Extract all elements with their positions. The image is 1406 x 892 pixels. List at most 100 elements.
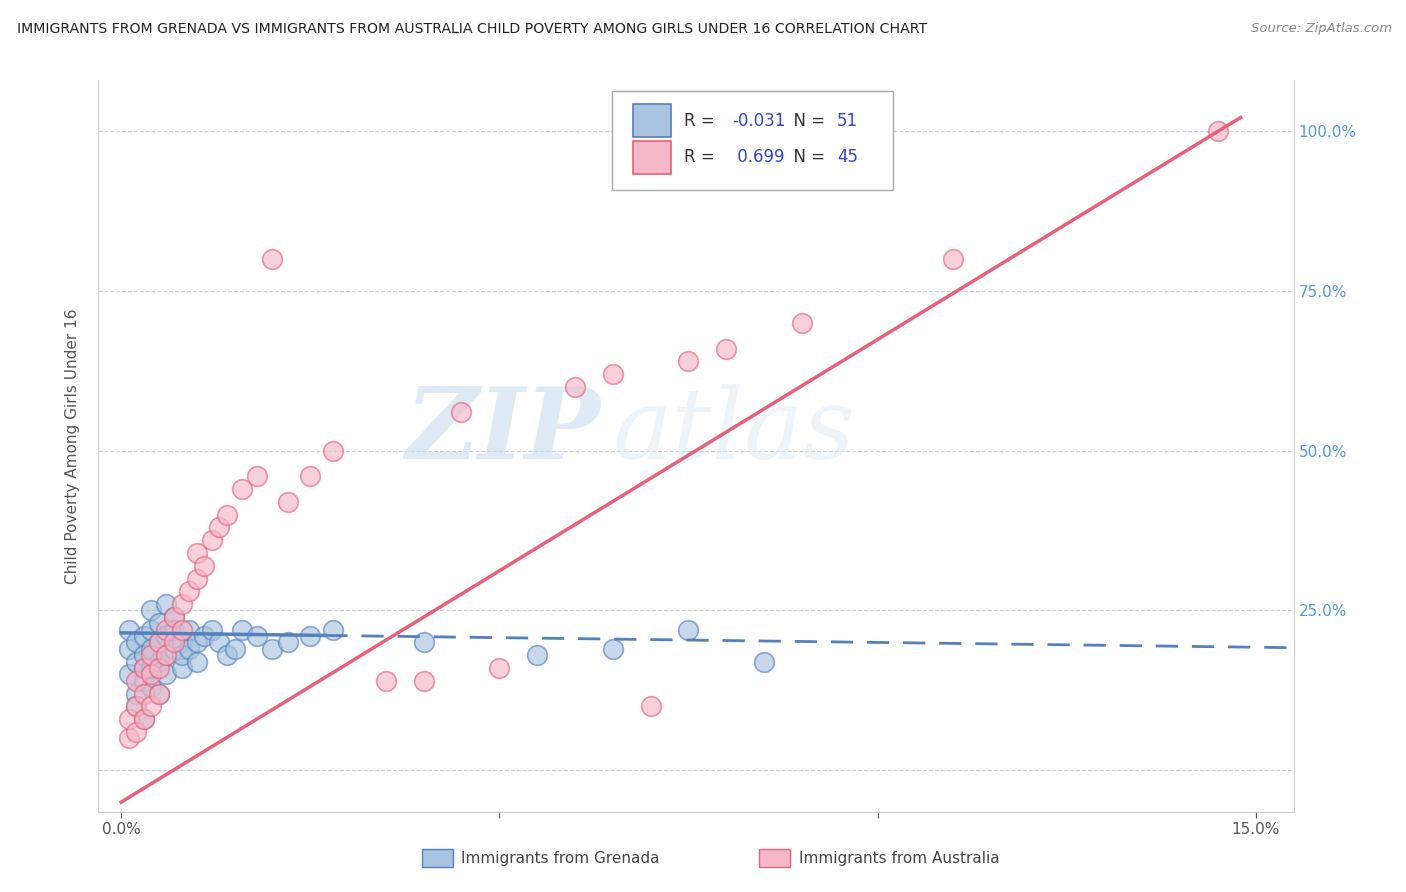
Point (148, 687, 170, 701)
Point (132, 712, 155, 726)
Text: 0.699: 0.699 (733, 148, 785, 166)
Point (155, 597, 177, 611)
FancyBboxPatch shape (633, 141, 671, 174)
Point (678, 354, 700, 368)
Point (132, 661, 155, 675)
Text: Immigrants from Australia: Immigrants from Australia (799, 851, 1000, 865)
Point (246, 469, 269, 483)
Point (132, 712, 155, 726)
Point (155, 667, 177, 681)
Point (716, 342, 738, 356)
Point (790, 316, 813, 330)
Point (148, 655, 170, 669)
FancyBboxPatch shape (613, 91, 893, 190)
Point (148, 616, 170, 631)
Point (155, 629, 177, 643)
Point (678, 623, 700, 637)
Text: Immigrants from Grenada: Immigrants from Grenada (461, 851, 659, 865)
Point (564, 380, 586, 394)
Point (262, 641, 284, 656)
Point (118, 641, 141, 656)
Point (208, 635, 231, 649)
Point (276, 635, 298, 649)
Point (299, 469, 322, 483)
Point (179, 641, 201, 656)
Text: N =: N = (783, 112, 831, 129)
Point (488, 661, 510, 675)
Point (125, 655, 148, 669)
Point (148, 635, 170, 649)
Point (141, 699, 163, 714)
Point (163, 610, 186, 624)
Point (125, 699, 148, 714)
Point (141, 680, 163, 694)
Text: -0.031: -0.031 (733, 112, 785, 129)
Point (125, 724, 148, 739)
Text: Source: ZipAtlas.com: Source: ZipAtlas.com (1251, 22, 1392, 36)
Text: atlas: atlas (613, 384, 855, 479)
Point (148, 661, 170, 675)
Point (179, 623, 201, 637)
Point (170, 597, 193, 611)
Point (170, 661, 193, 675)
Point (132, 673, 155, 688)
Point (141, 603, 163, 617)
Point (186, 655, 208, 669)
Point (118, 712, 141, 726)
Point (186, 572, 208, 586)
Point (276, 495, 298, 509)
Point (322, 623, 344, 637)
Point (215, 508, 238, 522)
Point (141, 667, 163, 681)
Point (262, 252, 284, 267)
Point (231, 482, 253, 496)
Point (132, 661, 155, 675)
Point (125, 699, 148, 714)
Point (141, 661, 163, 675)
Point (201, 623, 224, 637)
Text: 45: 45 (837, 148, 858, 166)
FancyBboxPatch shape (633, 104, 671, 137)
Point (193, 629, 215, 643)
Point (132, 648, 155, 663)
Point (141, 648, 163, 663)
Text: 51: 51 (837, 112, 858, 129)
Point (163, 610, 186, 624)
Point (412, 635, 434, 649)
Text: IMMIGRANTS FROM GRENADA VS IMMIGRANTS FROM AUSTRALIA CHILD POVERTY AMONG GIRLS U: IMMIGRANTS FROM GRENADA VS IMMIGRANTS FR… (17, 22, 927, 37)
Y-axis label: Child Poverty Among Girls Under 16: Child Poverty Among Girls Under 16 (65, 309, 80, 583)
Point (201, 533, 224, 548)
Point (125, 687, 148, 701)
Point (224, 641, 246, 656)
Point (125, 635, 148, 649)
Point (170, 648, 193, 663)
Point (640, 699, 662, 714)
Text: ZIP: ZIP (405, 384, 600, 480)
Point (942, 252, 965, 267)
Point (155, 623, 177, 637)
Point (179, 584, 201, 599)
Point (125, 673, 148, 688)
Point (148, 635, 170, 649)
Point (246, 629, 269, 643)
Point (215, 648, 238, 663)
Point (118, 731, 141, 746)
Point (526, 648, 548, 663)
Point (186, 635, 208, 649)
Point (155, 648, 177, 663)
Point (752, 655, 775, 669)
Point (231, 623, 253, 637)
Point (132, 629, 155, 643)
Point (118, 667, 141, 681)
Point (374, 673, 396, 688)
Text: R =: R = (685, 148, 720, 166)
Text: R =: R = (685, 112, 720, 129)
Point (208, 520, 231, 534)
Point (155, 648, 177, 663)
Point (163, 635, 186, 649)
Point (118, 623, 141, 637)
Point (186, 546, 208, 560)
Point (141, 623, 163, 637)
Point (602, 641, 624, 656)
Point (1206, 124, 1229, 138)
